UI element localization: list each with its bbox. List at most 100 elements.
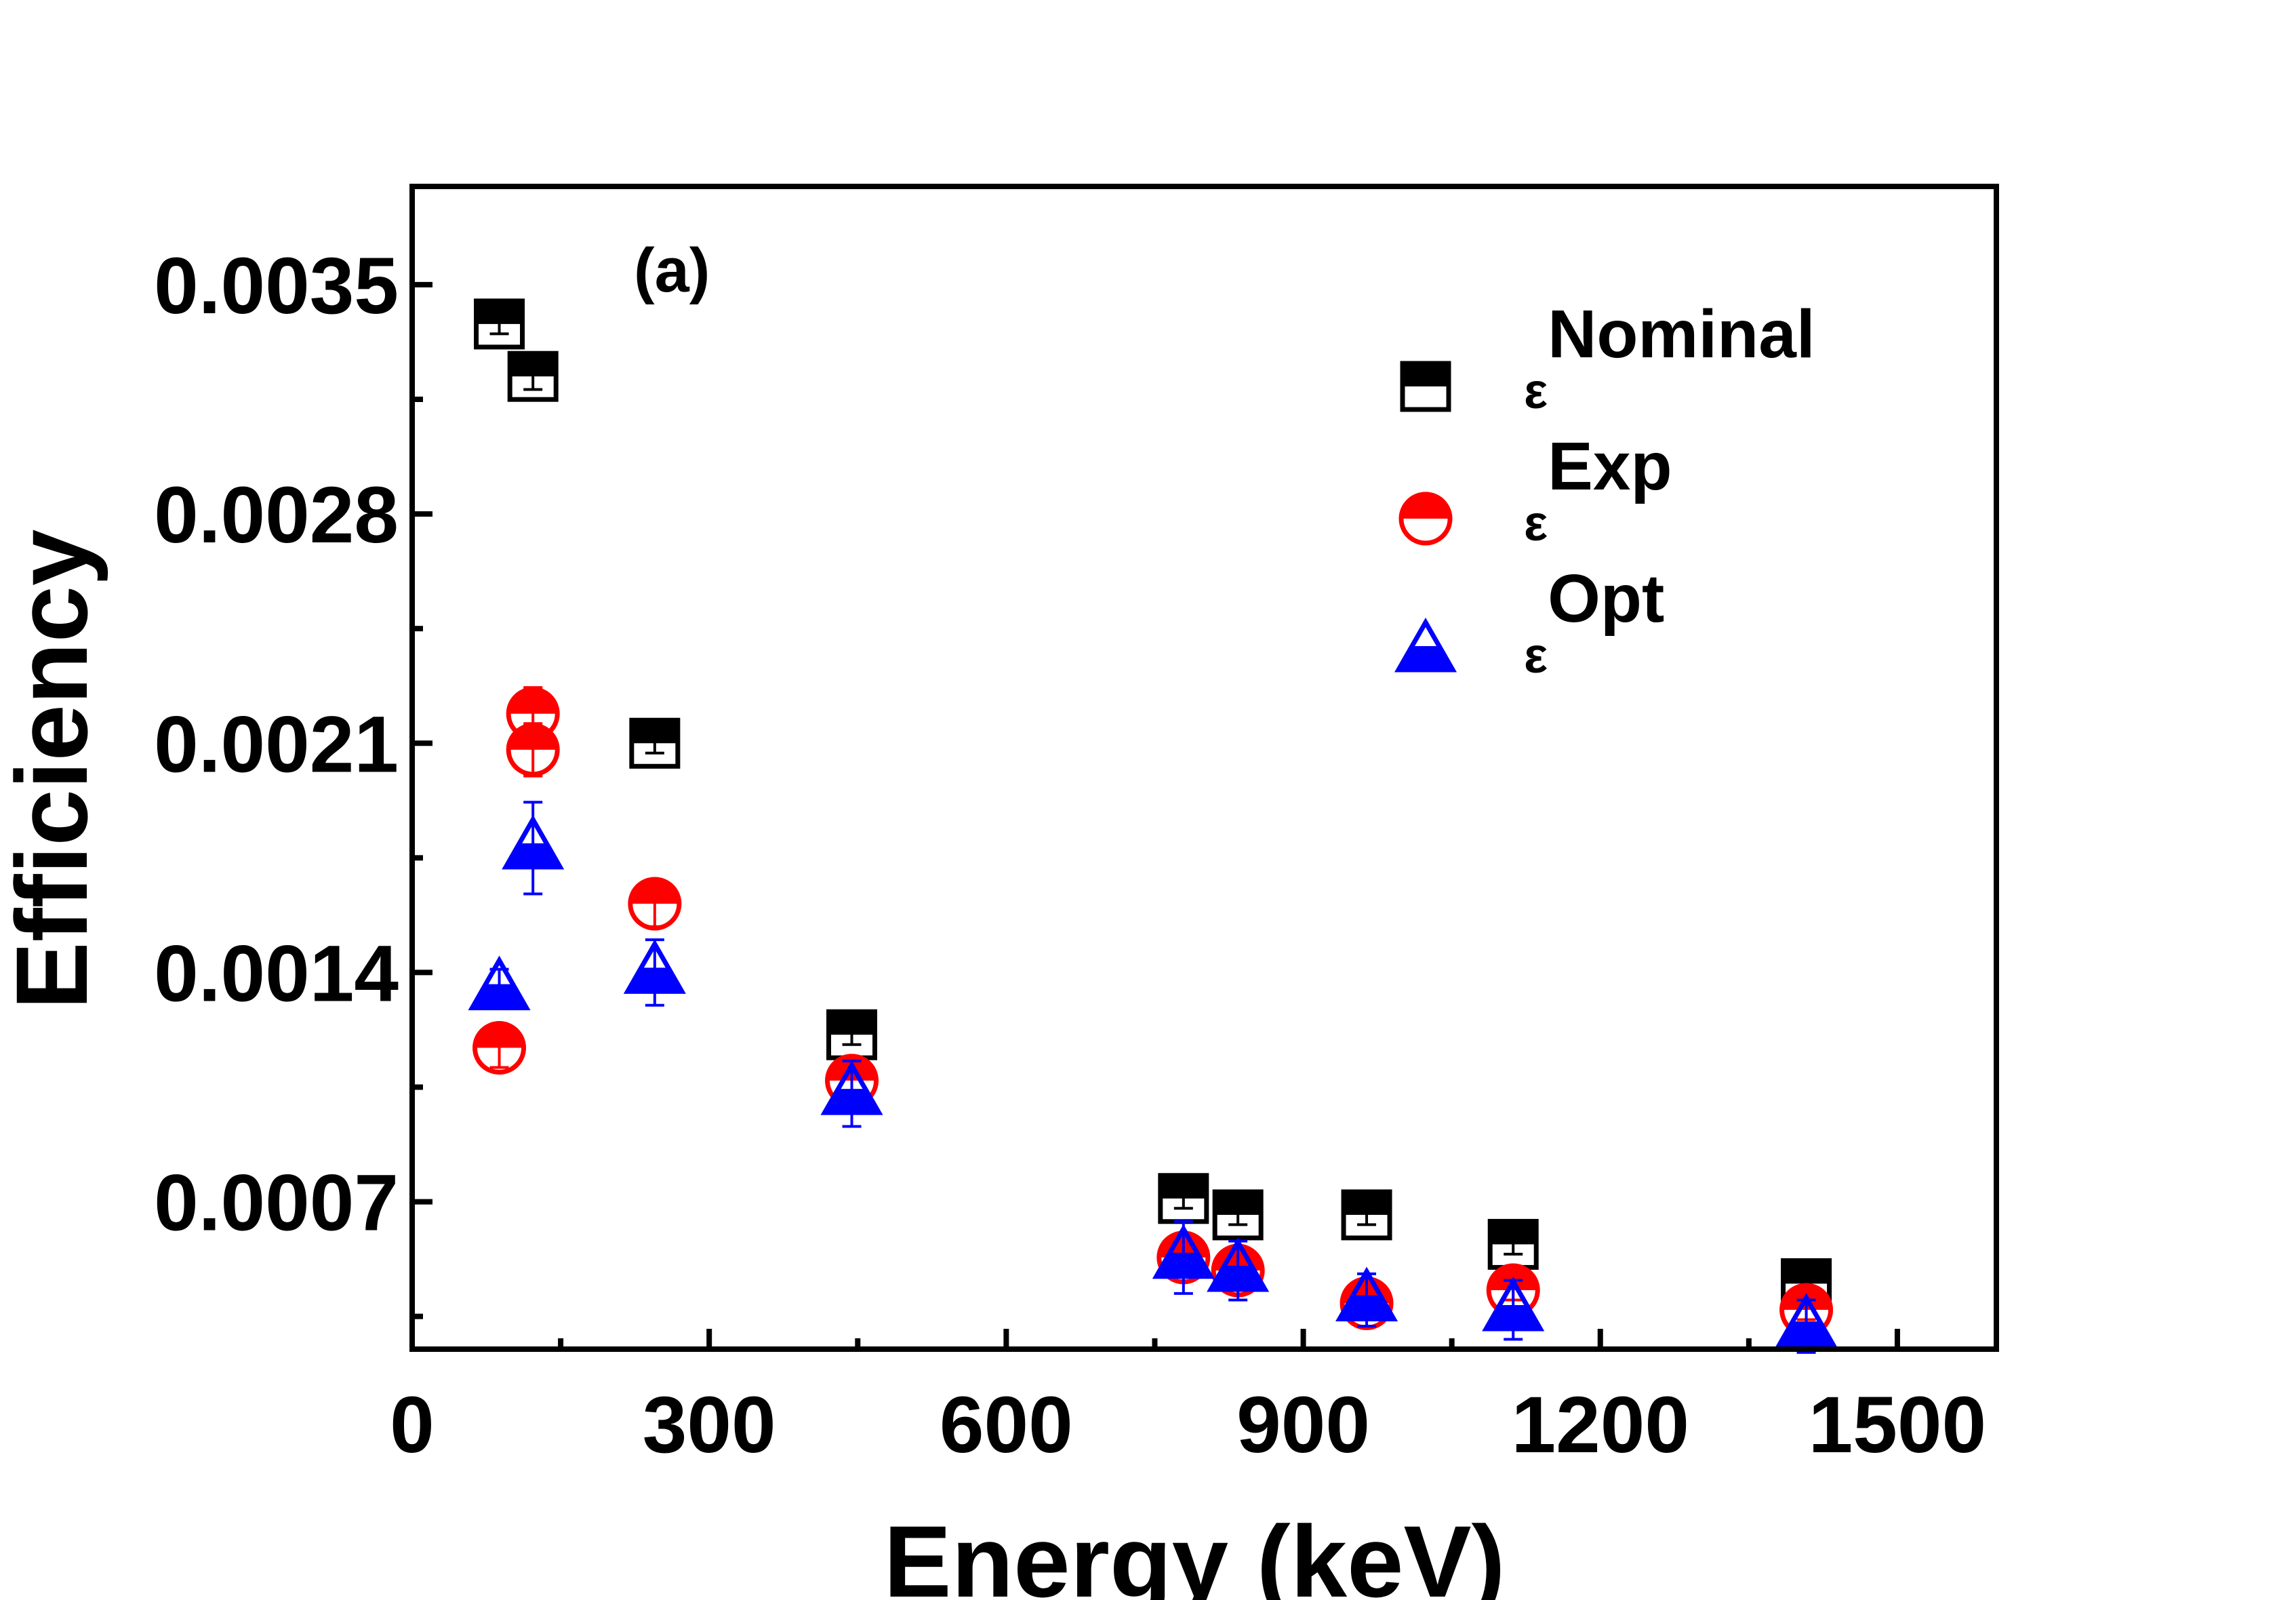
marker-outline (502, 814, 565, 870)
point-marker (1335, 1266, 1398, 1322)
data-point (1207, 1237, 1270, 1302)
x-axis-title: Energy (keV) (884, 1504, 1506, 1600)
marker-fill (828, 1012, 875, 1035)
legend-marker (1398, 492, 1453, 546)
data-point (472, 1021, 527, 1075)
marker-outline (1152, 1224, 1215, 1279)
point-marker (1341, 1189, 1392, 1241)
point-marker (1781, 1258, 1832, 1309)
marker-fill (476, 300, 523, 324)
x-tick-label: 300 (643, 1380, 776, 1470)
point-marker (502, 814, 565, 870)
legend-marker (1400, 361, 1451, 412)
marker-outline (1394, 617, 1457, 673)
marker-outline (1207, 1237, 1270, 1292)
point-marker (629, 717, 681, 769)
data-point (629, 717, 681, 769)
data-point (506, 722, 560, 778)
marker-fill (1340, 1295, 1394, 1319)
marker-fill (510, 353, 557, 377)
x-tick-label: 600 (940, 1380, 1073, 1470)
data-point (1212, 1189, 1264, 1241)
data-point (1335, 1266, 1398, 1328)
y-axis-title: Efficiency (0, 529, 108, 1010)
data-point (1781, 1258, 1832, 1309)
y-tick-label: 0.0014 (154, 929, 399, 1018)
marker-outline (507, 351, 559, 402)
data-point (468, 955, 531, 1011)
point-marker (820, 1060, 883, 1115)
data-point (1341, 1189, 1392, 1241)
series-exp (472, 686, 1834, 1337)
marker-fill (1398, 646, 1453, 670)
marker-outline (628, 877, 682, 931)
marker-outline (1335, 1266, 1398, 1322)
x-tick-label: 0 (390, 1380, 435, 1470)
marker-fill (630, 879, 679, 904)
point-marker (826, 1009, 878, 1060)
marker-outline (468, 955, 531, 1011)
marker-outline (623, 939, 686, 994)
marker-outline (506, 723, 560, 777)
marker-outline (820, 1060, 883, 1115)
marker-outline (1341, 1189, 1392, 1241)
series-opt (468, 801, 1838, 1354)
x-tick-label: 1500 (1809, 1380, 1987, 1470)
data-markers (468, 298, 1838, 1354)
marker-fill (631, 720, 678, 744)
data-point (820, 1059, 883, 1128)
marker-fill (475, 1023, 524, 1048)
marker-outline (1400, 361, 1451, 412)
marker-outline (629, 717, 681, 769)
data-point (826, 1009, 878, 1060)
marker-outline (1482, 1276, 1545, 1332)
legend-entry-opt: εOpt (1394, 561, 1664, 683)
marker-fill (1211, 1266, 1266, 1290)
marker-fill (824, 1089, 879, 1113)
data-point (1487, 1218, 1539, 1270)
point-marker (623, 939, 686, 994)
x-tick-label: 1200 (1511, 1380, 1689, 1470)
data-point (507, 351, 559, 402)
legend-label: εExp (1524, 428, 1672, 551)
marker-fill (1783, 1260, 1830, 1284)
legend-label: εNominal (1524, 296, 1815, 419)
marker-outline (472, 1021, 527, 1075)
axes: 0 300 600 900 1200 1500 0.0007 0.0014 0.0021 0.00… (154, 184, 1999, 1470)
marker-outline (1775, 1293, 1838, 1348)
legend-marker (1394, 617, 1457, 673)
data-point (1152, 1220, 1215, 1295)
marker-fill (1215, 1191, 1262, 1215)
data-point (1158, 1173, 1209, 1224)
marker-fill (472, 984, 527, 1008)
data-point (1775, 1293, 1838, 1354)
data-point (474, 298, 525, 350)
point-marker (1482, 1276, 1545, 1332)
data-point (1482, 1276, 1545, 1341)
legend-entry-exp: εExp (1398, 428, 1672, 551)
point-marker (1212, 1189, 1264, 1241)
point-marker (474, 298, 525, 350)
plot-frame (409, 184, 1999, 1352)
point-marker (1207, 1237, 1270, 1292)
panel-label: (a) (634, 236, 710, 305)
marker-fill (1156, 1252, 1211, 1277)
point-marker (1487, 1218, 1539, 1270)
point-marker (507, 351, 559, 402)
x-tick-label: 900 (1236, 1380, 1370, 1470)
series-nominal (474, 298, 1832, 1309)
marker-fill (1403, 363, 1449, 386)
data-point (502, 801, 565, 896)
marker-fill (1486, 1305, 1541, 1329)
data-point (623, 938, 686, 1007)
legend-entry-nominal: εNominal (1400, 296, 1815, 419)
marker-fill (1401, 494, 1450, 519)
y-tick-label: 0.0007 (154, 1159, 399, 1248)
point-marker (468, 955, 531, 1011)
marker-fill (627, 967, 682, 992)
legend-superscript: Exp (1548, 428, 1672, 504)
legend-label: εOpt (1524, 561, 1664, 683)
point-marker (628, 877, 682, 931)
marker-fill (1160, 1175, 1207, 1199)
